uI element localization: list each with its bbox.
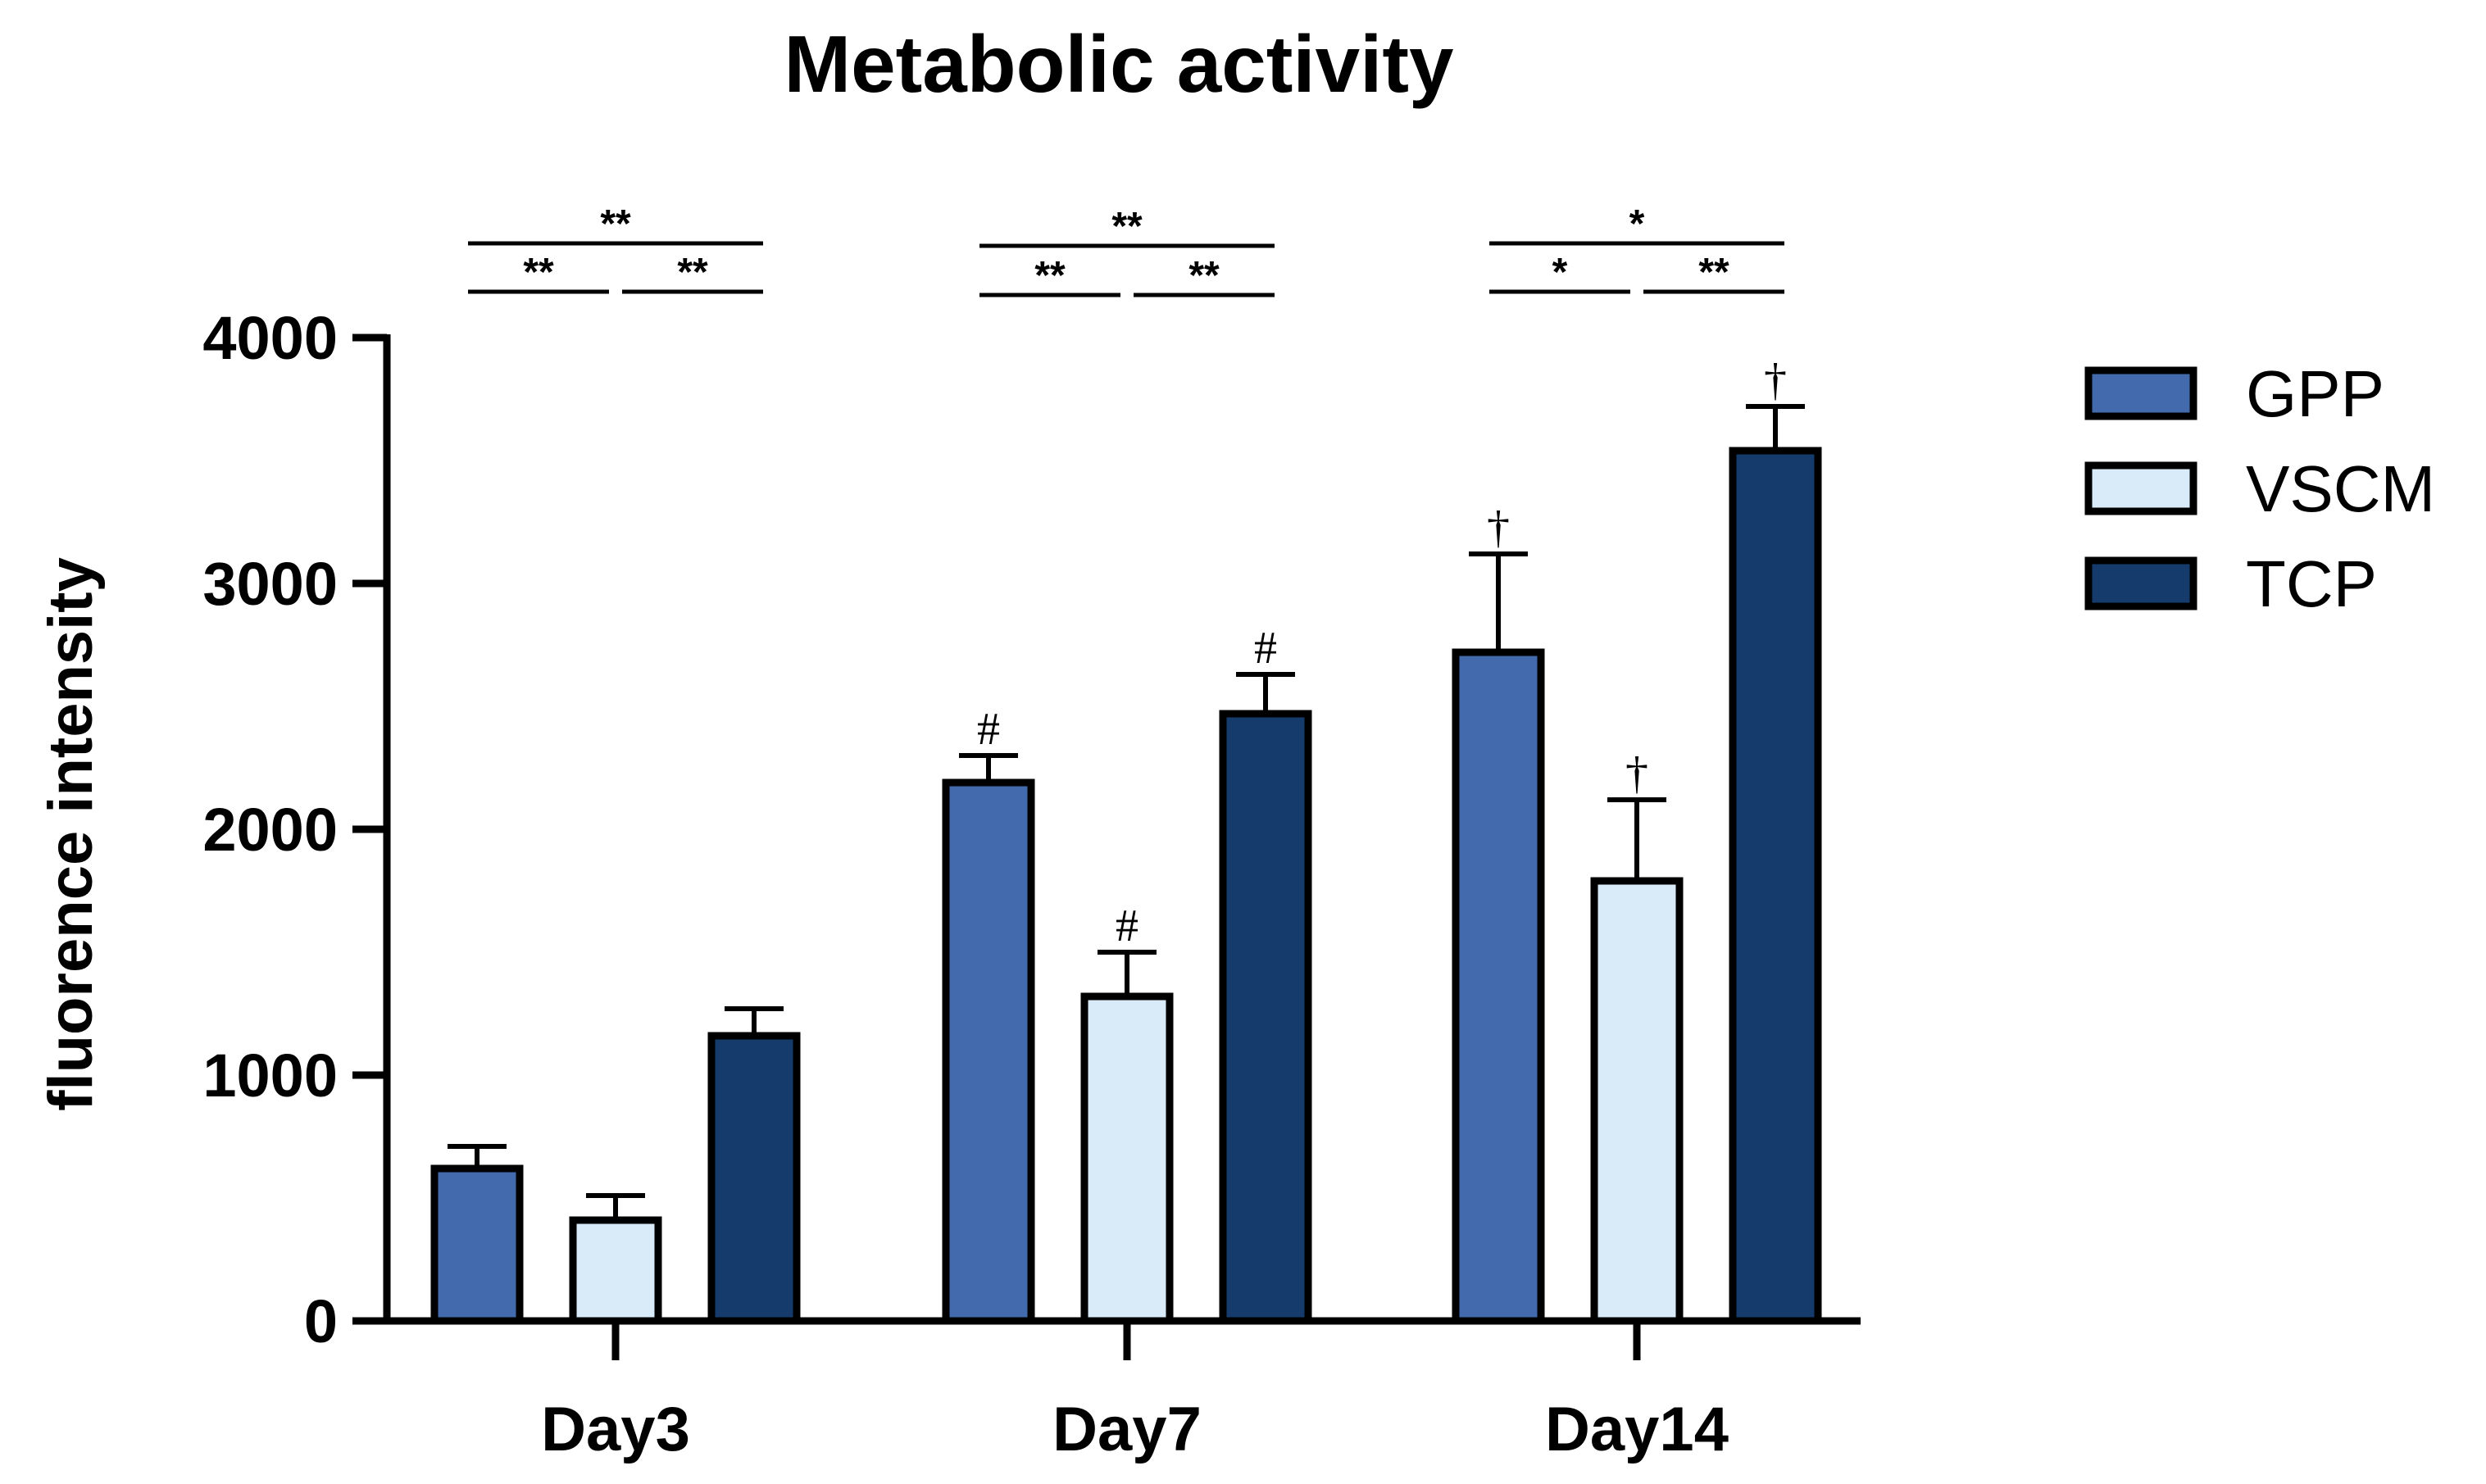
legend-swatch-vscm [2084, 461, 2197, 515]
y-tick-label: 0 [304, 1287, 338, 1355]
significance-label-overall: * [1629, 202, 1645, 246]
significance-label-right: ** [677, 251, 708, 294]
significance-label-left: ** [523, 251, 554, 294]
legend-swatch-tcp [2084, 556, 2197, 610]
bar-vscm-day14 [1590, 877, 1684, 1325]
legend-label-vscm: VSCM [2246, 452, 2435, 525]
bar-tcp-day14 [1729, 447, 1822, 1325]
bar-gpp-day14 [1452, 648, 1545, 1325]
y-axis-label: fluorence intensity [36, 557, 106, 1111]
bar-mark: # [1254, 623, 1277, 674]
bar-mark: # [1116, 901, 1138, 951]
chart-title: Metabolic activity [784, 19, 1454, 109]
significance-label-left: ** [1034, 254, 1066, 297]
bar-mark: † [1487, 502, 1510, 553]
bar-mark: † [1764, 355, 1787, 406]
legend-label-gpp: GPP [2246, 357, 2384, 430]
bar-tcp-day3 [707, 1032, 801, 1325]
bar-mark: † [1625, 748, 1648, 799]
bar-vscm-day3 [569, 1216, 662, 1325]
significance-label-right: ** [1698, 251, 1729, 294]
bar-tcp-day7 [1219, 710, 1312, 1325]
significance-label-right: ** [1188, 254, 1220, 297]
y-tick-label: 2000 [202, 796, 338, 864]
y-tick-label: 1000 [202, 1042, 338, 1110]
significance-label-overall: ** [600, 202, 631, 246]
legend-swatch-gpp [2084, 366, 2197, 420]
x-tick-label: Day3 [541, 1395, 690, 1464]
legend: GPP VSCM TCP [2084, 357, 2435, 620]
significance-label-overall: ** [1111, 205, 1143, 248]
x-tick-label: Day7 [1052, 1395, 1202, 1464]
bar-mark: # [977, 704, 1000, 755]
y-tick-label: 3000 [202, 550, 338, 618]
bar-vscm-day7 [1080, 992, 1174, 1325]
x-tick-label: Day14 [1545, 1395, 1729, 1464]
significance-label-left: * [1552, 251, 1568, 294]
y-tick-label: 4000 [202, 304, 338, 372]
bar-gpp-day3 [430, 1164, 524, 1325]
bar-gpp-day7 [942, 778, 1035, 1325]
legend-label-tcp: TCP [2246, 547, 2377, 620]
